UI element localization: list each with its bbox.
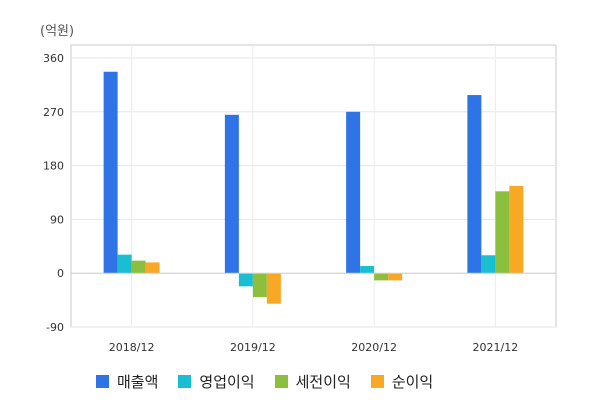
bar: [481, 255, 496, 274]
legend-label-pretax-profit: 세전이익: [295, 373, 351, 391]
bar: [145, 262, 160, 274]
bar: [346, 111, 361, 274]
x-tick-label: 2021/12: [473, 341, 519, 354]
y-tick-label: 360: [43, 52, 64, 65]
legend-label-revenue: 매출액: [117, 373, 159, 391]
chart-legend: 매출액 영업이익 세전이익 순이익: [96, 371, 453, 392]
legend-item-pretax-profit: 세전이익: [274, 371, 351, 392]
y-tick-label: 270: [43, 106, 64, 119]
bar: [238, 273, 253, 287]
bar: [103, 71, 118, 274]
legend-swatch-revenue: [96, 375, 109, 388]
y-tick-label: 90: [50, 213, 64, 226]
legend-item-operating-profit: 영업이익: [178, 371, 255, 392]
bar: [360, 266, 375, 274]
bar: [224, 114, 239, 274]
bar: [388, 273, 403, 281]
y-axis-unit-label: (억원): [40, 24, 75, 39]
bar: [495, 191, 510, 274]
legend-label-operating-profit: 영업이익: [199, 373, 255, 391]
x-tick-label: 2020/12: [351, 341, 397, 354]
bar: [509, 185, 524, 274]
plot-area: [70, 44, 557, 328]
legend-swatch-operating-profit: [178, 375, 192, 388]
y-tick-label: 180: [43, 160, 64, 173]
legend-item-net-profit: 순이익: [370, 371, 434, 392]
bar: [374, 273, 389, 281]
legend-swatch-pretax-profit: [274, 375, 288, 388]
bar: [266, 273, 281, 304]
legend-swatch-net-profit: [370, 375, 384, 388]
bar: [117, 254, 132, 274]
bar: [467, 95, 482, 274]
y-tick-label: 0: [57, 267, 64, 280]
bar: [131, 260, 146, 274]
x-tick-label: 2018/12: [109, 341, 155, 354]
legend-label-net-profit: 순이익: [391, 373, 434, 391]
y-tick-label: -90: [46, 321, 64, 334]
bar: [252, 273, 267, 298]
legend-item-revenue: 매출액: [96, 371, 158, 392]
x-tick-label: 2019/12: [230, 341, 276, 354]
